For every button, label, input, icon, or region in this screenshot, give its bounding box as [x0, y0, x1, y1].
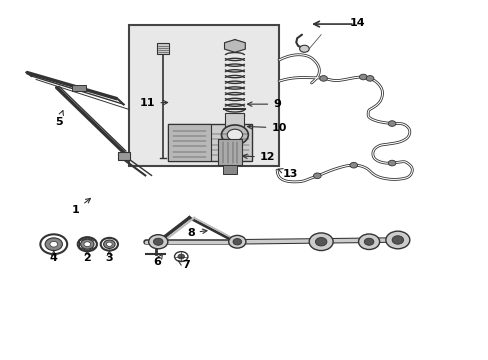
Circle shape — [106, 242, 112, 246]
Circle shape — [349, 162, 357, 168]
Circle shape — [366, 76, 373, 81]
Text: 3: 3 — [105, 251, 113, 263]
Circle shape — [84, 242, 90, 247]
Circle shape — [358, 234, 379, 249]
Circle shape — [50, 242, 58, 247]
Text: 14: 14 — [348, 18, 364, 28]
Text: 6: 6 — [153, 254, 163, 267]
Circle shape — [41, 234, 67, 254]
Bar — [167, 123, 210, 161]
Circle shape — [391, 236, 403, 244]
Circle shape — [103, 240, 115, 248]
Bar — [225, 113, 244, 129]
Bar — [157, 43, 168, 54]
Circle shape — [45, 238, 62, 251]
Circle shape — [232, 239, 241, 245]
Text: 13: 13 — [278, 168, 297, 179]
Bar — [223, 165, 237, 174]
Circle shape — [385, 231, 409, 249]
Text: 10: 10 — [247, 123, 286, 133]
Circle shape — [78, 237, 97, 251]
Circle shape — [228, 235, 245, 248]
Circle shape — [359, 74, 366, 80]
Circle shape — [153, 238, 163, 245]
Text: 5: 5 — [55, 111, 63, 127]
Circle shape — [299, 45, 308, 52]
Text: 2: 2 — [83, 251, 91, 263]
Polygon shape — [224, 40, 245, 52]
Circle shape — [387, 121, 395, 126]
Circle shape — [174, 252, 187, 261]
Circle shape — [221, 125, 248, 145]
Bar — [218, 139, 242, 165]
Bar — [118, 153, 130, 159]
Circle shape — [178, 254, 184, 259]
Circle shape — [308, 233, 332, 251]
Circle shape — [315, 238, 326, 246]
Circle shape — [148, 235, 167, 249]
Text: 11: 11 — [140, 98, 167, 108]
Text: 7: 7 — [178, 260, 189, 270]
Bar — [167, 123, 251, 161]
Text: 1: 1 — [72, 198, 90, 215]
Circle shape — [227, 129, 242, 140]
Text: 8: 8 — [186, 228, 206, 238]
Circle shape — [313, 173, 321, 179]
Text: 4: 4 — [50, 251, 58, 263]
Bar — [72, 85, 86, 91]
Text: 12: 12 — [242, 152, 275, 162]
Text: 9: 9 — [247, 99, 281, 109]
Bar — [128, 25, 279, 166]
Circle shape — [81, 239, 94, 249]
Circle shape — [387, 160, 395, 166]
Circle shape — [364, 238, 373, 245]
Circle shape — [319, 76, 327, 81]
Circle shape — [101, 238, 118, 251]
